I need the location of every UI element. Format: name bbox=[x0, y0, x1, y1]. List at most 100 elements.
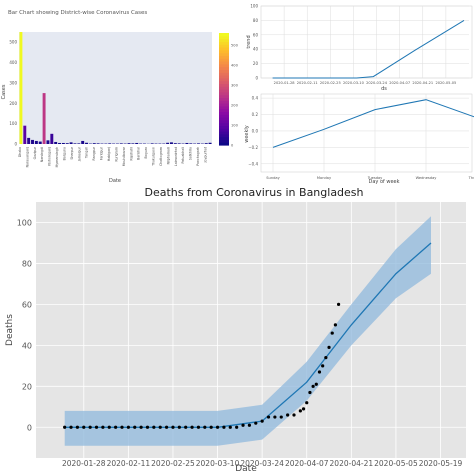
x-tick-label: Patuakhali bbox=[181, 147, 185, 164]
y-axis-label: Cases bbox=[1, 84, 7, 99]
observed-point bbox=[158, 425, 162, 429]
x-tick-label: Jamalpur bbox=[77, 146, 81, 162]
observed-point bbox=[171, 425, 175, 429]
observed-point bbox=[311, 384, 315, 388]
x-axis-label: Date bbox=[235, 464, 257, 474]
bar bbox=[58, 142, 61, 144]
x-tick-label: Panchagarh bbox=[196, 147, 200, 166]
y-tick-label: 0 bbox=[27, 423, 32, 432]
bar bbox=[177, 143, 181, 144]
y-tick-label: 0.0 bbox=[252, 128, 259, 133]
x-tick-label: 2020-03-10 bbox=[196, 459, 240, 468]
bar bbox=[27, 137, 31, 144]
y-tick-label: 100 bbox=[17, 218, 32, 227]
observed-point bbox=[101, 425, 105, 429]
x-tick-label: Sherpur bbox=[70, 146, 74, 159]
observed-point bbox=[301, 407, 306, 411]
x-axis-label: Date bbox=[109, 178, 121, 184]
y-tick-label: 0 bbox=[14, 142, 17, 147]
colorbar-segment bbox=[219, 72, 229, 76]
colorbar: 0 100 200 300 400 500 bbox=[219, 33, 239, 148]
colorbar-segment bbox=[219, 66, 229, 70]
chart-title: Bar Chart showing District-wise Coronavi… bbox=[8, 10, 147, 16]
colorbar-segment bbox=[219, 41, 229, 45]
observed-point bbox=[63, 425, 67, 429]
colorbar-segment bbox=[219, 108, 229, 112]
colorbar-segment bbox=[219, 128, 229, 132]
colorbar-segment bbox=[219, 114, 229, 118]
x-tick-label: Moulvibazar bbox=[122, 146, 126, 166]
x-tick-label: Joypurhat bbox=[204, 146, 208, 163]
x-tick-label: Kishoreganj bbox=[48, 147, 52, 166]
observed-point bbox=[298, 409, 302, 413]
bar bbox=[23, 125, 27, 144]
x-tick-label: Faridpur bbox=[100, 146, 104, 160]
y-axis-label: trend bbox=[246, 35, 252, 48]
bar bbox=[197, 143, 200, 144]
colorbar-segment bbox=[219, 100, 229, 104]
colorbar-segment bbox=[219, 111, 229, 115]
x-tick-label: 2020-01-28 bbox=[62, 459, 106, 468]
bar bbox=[108, 143, 112, 144]
colorbar-tick-label: 100 bbox=[231, 124, 239, 128]
bar bbox=[166, 142, 170, 144]
x-tick-label: Dhaka bbox=[18, 147, 22, 157]
observed-point bbox=[308, 390, 312, 395]
colorbar-segment bbox=[219, 105, 229, 110]
y-tick-label: 40 bbox=[22, 341, 32, 350]
colorbar-tick-label: 500 bbox=[231, 44, 239, 48]
x-tick-label: 2020-03-10 bbox=[343, 81, 365, 85]
x-tick-label: 2020-04-07 bbox=[389, 81, 410, 85]
observed-point bbox=[152, 425, 156, 429]
observed-point bbox=[330, 331, 334, 335]
x-tick-label: Wednesday bbox=[416, 176, 438, 180]
observed-point bbox=[273, 415, 277, 419]
observed-point bbox=[215, 425, 220, 429]
observed-point bbox=[177, 425, 181, 429]
colorbar-segment bbox=[219, 83, 229, 87]
bar bbox=[42, 93, 46, 144]
colorbar-tick-label: 0 bbox=[231, 144, 234, 148]
y-tick-label: −0.2 bbox=[248, 145, 258, 150]
observed-point bbox=[184, 425, 188, 429]
x-tick-label: Bogura bbox=[144, 147, 148, 158]
observed-point bbox=[333, 323, 338, 327]
colorbar-segment bbox=[219, 86, 229, 90]
observed-point bbox=[254, 421, 258, 425]
colorbar-segment bbox=[219, 136, 229, 140]
observed-point bbox=[266, 415, 271, 419]
observed-point bbox=[88, 425, 92, 429]
plot-area bbox=[260, 5, 473, 79]
observed-point bbox=[126, 425, 130, 429]
colorbar-segment bbox=[219, 63, 229, 68]
x-tick-label: Thakurgaon bbox=[152, 147, 156, 167]
y-axis-label: Deaths bbox=[5, 314, 15, 346]
observed-point bbox=[317, 370, 322, 374]
y-tick-label: 80 bbox=[253, 18, 259, 23]
colorbar-segment bbox=[219, 61, 229, 65]
bar bbox=[61, 142, 65, 144]
x-tick-label: Habiganj bbox=[107, 147, 111, 161]
observed-point bbox=[279, 415, 283, 419]
weekly-line bbox=[272, 99, 474, 148]
plot-area bbox=[19, 32, 212, 144]
x-tick-label: Nilphamari bbox=[166, 147, 170, 165]
bar bbox=[38, 141, 42, 144]
bar bbox=[135, 142, 139, 144]
observed-point bbox=[228, 425, 232, 429]
observed-point bbox=[247, 423, 252, 427]
x-tick-label: Tuesday bbox=[367, 176, 383, 180]
bar bbox=[150, 143, 154, 144]
x-axis-label: Day of week bbox=[368, 179, 399, 185]
x-tick-label: 2020-05-19 bbox=[419, 459, 463, 468]
bar bbox=[170, 142, 173, 144]
y-tick-label: 200 bbox=[9, 101, 17, 106]
bar bbox=[131, 143, 135, 144]
bar bbox=[73, 143, 77, 144]
x-tick-label: Mymensingh bbox=[55, 147, 59, 167]
colorbar-segment bbox=[219, 122, 229, 126]
x-tick-label: Chattogram bbox=[159, 147, 163, 166]
x-tick-label: 2020-04-07 bbox=[285, 459, 329, 468]
bar bbox=[77, 143, 81, 144]
bar bbox=[50, 133, 54, 144]
